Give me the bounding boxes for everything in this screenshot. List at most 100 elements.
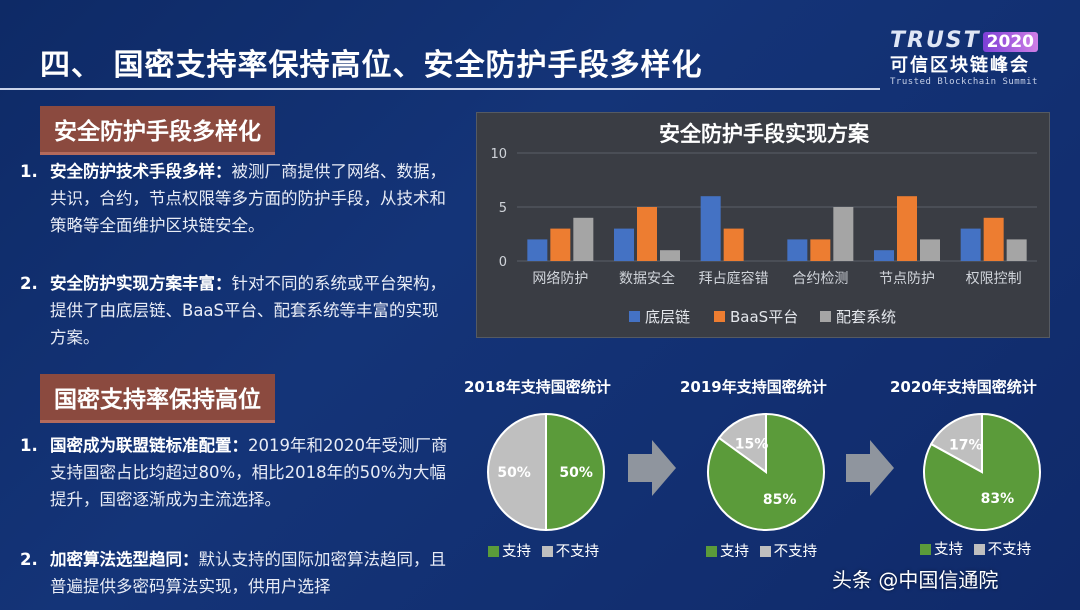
- x-tick-label: 合约检测: [792, 271, 848, 287]
- page-title: 四、 国密支持率保持高位、安全防护手段多样化: [40, 48, 703, 83]
- pie-legend-2018: 支持 不支持: [488, 540, 599, 561]
- legend-swatch-support: [706, 546, 717, 557]
- arrow-right-icon: [628, 440, 676, 496]
- item-lead: 安全防护技术手段多样：: [50, 162, 232, 181]
- legend-label: BaaS平台: [730, 308, 798, 326]
- bar: [700, 196, 721, 261]
- bar: [787, 239, 808, 261]
- item-lead: 国密成为联盟链标准配置：: [50, 436, 248, 455]
- pie-legend-2019: 支持 不支持: [706, 540, 817, 561]
- bar: [573, 217, 594, 261]
- x-tick-label: 权限控制: [966, 271, 1022, 287]
- list-item-crypto-2: 2. 加密算法选型趋同：默认支持的国际加密算法趋同，且普遍提供多密码算法实现，供…: [20, 546, 450, 600]
- item-text: 针对不同的系统或平台架构，提供了由底层链、BaaS平台、配套系统等丰富的实现方案…: [50, 274, 446, 347]
- item-number: 2.: [20, 550, 38, 569]
- item-body: 安全防护技术手段多样：被测厂商提供了网络、数据，共识，合约，节点权限等多方面的防…: [50, 158, 450, 239]
- x-tick-label: 网络防护: [532, 271, 588, 287]
- list-item-crypto-1: 1. 国密成为联盟链标准配置：2019年和2020年受测厂商支持国密占比均超过8…: [20, 432, 450, 513]
- section-heading-security: 安全防护手段多样化: [40, 106, 275, 155]
- bar: [660, 250, 680, 261]
- item-body: 加密算法选型趋同：默认支持的国际加密算法趋同，且普遍提供多密码算法实现，供用户选…: [50, 546, 450, 600]
- bar: [833, 207, 854, 261]
- list-item-security-2: 2. 安全防护实现方案丰富：针对不同的系统或平台架构，提供了由底层链、BaaS平…: [20, 270, 450, 351]
- bar: [550, 228, 571, 261]
- y-tick-label: 5: [499, 201, 507, 216]
- item-text: 被测厂商提供了网络、数据，共识，合约，节点权限等多方面的防护手段，从技术和策略等…: [50, 162, 446, 235]
- item-number: 1.: [20, 162, 38, 181]
- bar: [614, 228, 634, 261]
- chart-title: 安全防护手段实现方案: [659, 122, 870, 146]
- logo-english-name: Trusted Blockchain Summit: [890, 77, 1038, 87]
- legend-swatch: [629, 311, 640, 322]
- item-body: 国密成为联盟链标准配置：2019年和2020年受测厂商支持国密占比均超过80%，…: [50, 432, 450, 513]
- bar: [983, 217, 1004, 261]
- item-number: 1.: [20, 436, 38, 455]
- pie-title-2018: 2018年支持国密统计: [464, 378, 611, 396]
- legend-label: 不支持: [773, 544, 818, 560]
- item-text: 默认支持的国际加密算法趋同，且普遍提供多密码算法实现，供用户选择: [50, 550, 446, 596]
- pie-chart-2020: 83% 17%: [923, 412, 1041, 531]
- pie-title-2019: 2019年支持国密统计: [680, 378, 827, 396]
- legend-swatch: [820, 311, 831, 322]
- legend-swatch-unsupport: [541, 546, 553, 557]
- pie-value-label: 85%: [763, 492, 797, 508]
- y-tick-label: 10: [490, 147, 507, 162]
- pie-chart-2019: 85% 15%: [707, 412, 825, 531]
- x-tick-label: 节点防护: [879, 271, 935, 287]
- bar: [810, 239, 831, 261]
- item-number: 2.: [20, 274, 38, 293]
- item-body: 安全防护实现方案丰富：针对不同的系统或平台架构，提供了由底层链、BaaS平台、配…: [50, 270, 450, 351]
- title-divider: [0, 88, 880, 90]
- x-tick-label: 拜占庭容错: [699, 270, 769, 287]
- bar-chart-panel: 安全防护手段实现方案 0 5 10 网络防护 数据安全 拜占庭容错 合约检测 节点防护 权限控制底…: [476, 112, 1050, 338]
- legend-swatch-unsupport: [973, 544, 985, 555]
- bar: [723, 228, 744, 261]
- legend-swatch: [714, 311, 725, 322]
- pie-2020: 2020年支持国密统计 83% 17% 支持 不支持: [888, 376, 1078, 576]
- bar: [897, 196, 917, 261]
- pie-chart-2018: 50% 50%: [487, 412, 605, 532]
- legend-label: 底层链: [645, 308, 690, 326]
- legend-label: 不支持: [555, 544, 600, 560]
- pie-value-label: 83%: [981, 491, 1015, 507]
- source-watermark: 头条 @中国信通院: [832, 568, 999, 592]
- bar-chart: 安全防护手段实现方案 0 5 10 网络防护 数据安全 拜占庭容错 合约检测 节点防护 权限控制底…: [490, 122, 1037, 326]
- pie-value-label: 50%: [559, 465, 593, 481]
- item-text: 2019年和2020年受测厂商支持国密占比均超过80%，相比2018年的50%为…: [50, 436, 448, 509]
- list-item-security-1: 1. 安全防护技术手段多样：被测厂商提供了网络、数据，共识，合约，节点权限等多方…: [20, 158, 450, 239]
- bar: [874, 250, 894, 261]
- pie-2018: 2018年支持国密统计 50% 50% 支持 不支持: [460, 376, 650, 576]
- x-tick-label: 数据安全: [619, 270, 675, 287]
- section-heading-crypto: 国密支持率保持高位: [40, 374, 275, 423]
- legend-label: 支持: [502, 544, 531, 560]
- bar: [527, 239, 548, 261]
- legend-label: 支持: [934, 542, 963, 558]
- pie-slice: [929, 412, 983, 474]
- bar: [960, 228, 981, 261]
- bar: [1006, 239, 1027, 261]
- pie-slice: [545, 412, 605, 532]
- legend-swatch-support: [488, 546, 499, 557]
- pie-title-2020: 2020年支持国密统计: [890, 378, 1037, 396]
- bar: [637, 207, 657, 261]
- legend-swatch-support: [920, 544, 931, 555]
- pie-value-label: 50%: [497, 465, 531, 481]
- pie-slice: [487, 412, 547, 532]
- legend-label: 支持: [720, 544, 749, 560]
- arrow-right-icon: [846, 440, 894, 496]
- summit-logo: TRUST 2020 可信区块链峰会 Trusted Blockchain Sum…: [890, 28, 1060, 90]
- y-tick-label: 0: [499, 255, 507, 270]
- item-lead: 安全防护实现方案丰富：: [50, 274, 232, 293]
- legend-label: 配套系统: [836, 308, 896, 326]
- legend-label: 不支持: [987, 542, 1032, 558]
- logo-year-badge: 2020: [982, 32, 1038, 52]
- pie-value-label: 17%: [949, 438, 983, 454]
- item-lead: 加密算法选型趋同：: [50, 550, 199, 569]
- logo-trust-text: TRUST: [890, 28, 981, 53]
- pie-legend-2020: 支持 不支持: [920, 538, 1031, 559]
- legend-swatch-unsupport: [759, 546, 771, 557]
- pie-2019: 2019年支持国密统计 85% 15% 支持 不支持: [676, 376, 866, 576]
- bar: [920, 239, 940, 261]
- logo-chinese-name: 可信区块链峰会: [890, 55, 1030, 76]
- pie-value-label: 15%: [735, 437, 769, 453]
